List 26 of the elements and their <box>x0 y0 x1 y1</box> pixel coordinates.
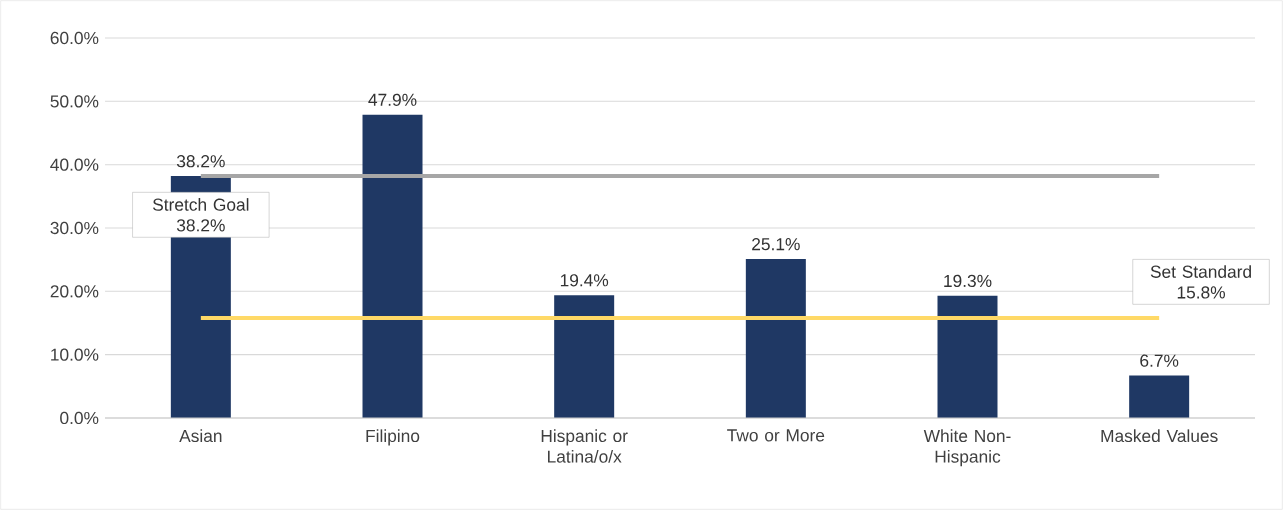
x-tick-label: Hispanic or Latina/o/x <box>541 429 628 463</box>
data-label: 6.7% <box>1140 354 1179 367</box>
bar <box>937 295 998 418</box>
x-tick-label: Two or More <box>727 429 825 442</box>
x-tick-label: Asian <box>179 429 222 443</box>
data-label: 25.1% <box>752 238 800 251</box>
bar <box>554 295 615 418</box>
data-label: 38.2% <box>176 155 225 168</box>
x-tick-label: Filipino <box>366 429 420 446</box>
y-tick-label: 30.0% <box>50 221 99 235</box>
y-tick-label: 0.0% <box>60 411 99 425</box>
y-tick-label: 50.0% <box>50 95 99 108</box>
bar <box>1129 375 1190 418</box>
bar <box>745 259 806 418</box>
bar <box>362 114 423 418</box>
y-tick-label: 20.0% <box>50 285 99 298</box>
data-label: 19.4% <box>560 274 609 287</box>
data-label: 19.3% <box>944 274 992 288</box>
y-tick-label: 10.0% <box>51 348 99 361</box>
ref-line-label: Set Standard 15.8% <box>1150 265 1251 299</box>
y-tick-label: 60.0% <box>50 31 99 45</box>
y-tick-label: 40.0% <box>50 158 99 171</box>
ref-line-label: Stretch Goal 38.2% <box>152 198 249 232</box>
x-tick-label: White Non-Hispanic <box>923 429 1011 467</box>
x-tick-label: Masked Values <box>1101 429 1218 443</box>
data-label: 47.9% <box>368 93 417 106</box>
